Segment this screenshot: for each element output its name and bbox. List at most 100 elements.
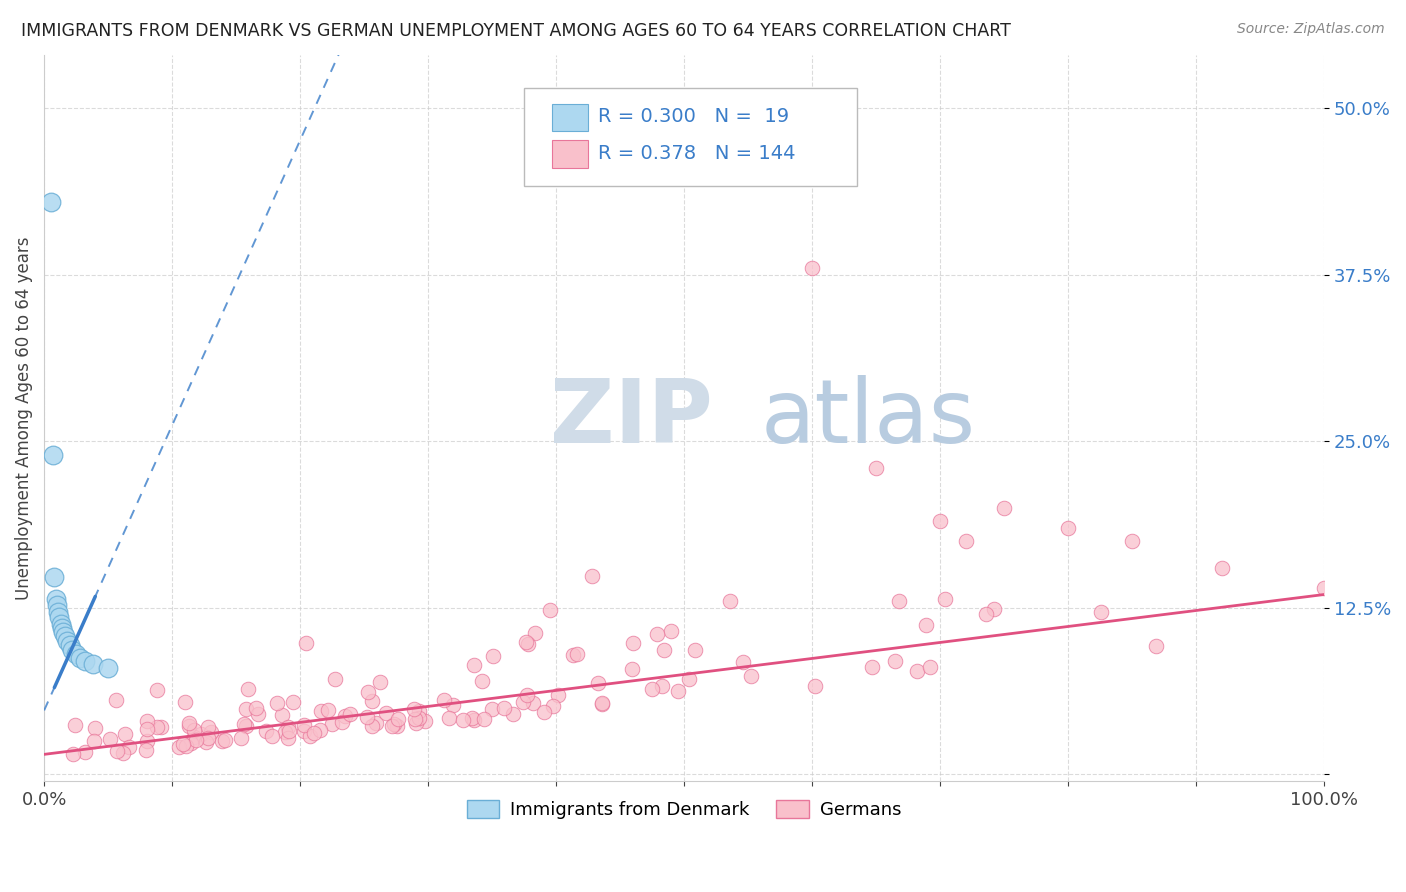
Point <box>184 733 207 747</box>
Legend: Immigrants from Denmark, Germans: Immigrants from Denmark, Germans <box>460 793 908 826</box>
Point <box>918 660 941 674</box>
Point <box>235 719 257 733</box>
Point <box>197 721 219 735</box>
Point <box>955 534 977 549</box>
Point <box>174 739 197 753</box>
Point <box>323 673 346 687</box>
Point <box>318 703 340 717</box>
Point <box>183 723 205 738</box>
Point <box>1144 639 1167 653</box>
Point <box>463 713 485 727</box>
Point <box>51 621 73 635</box>
Point <box>645 626 668 640</box>
Point <box>112 746 135 760</box>
Point <box>405 716 427 731</box>
Point <box>451 713 474 727</box>
Point <box>260 730 283 744</box>
Point <box>516 688 538 702</box>
Point <box>174 695 197 709</box>
Point <box>591 696 613 710</box>
Point <box>522 696 544 710</box>
Point <box>538 603 561 617</box>
Point <box>581 568 603 582</box>
Point <box>561 648 583 663</box>
Point <box>65 718 87 732</box>
Point <box>114 727 136 741</box>
Point <box>177 719 200 733</box>
Point <box>801 261 824 276</box>
Point <box>934 592 956 607</box>
Point <box>413 714 436 728</box>
Point <box>311 704 333 718</box>
Point <box>621 636 644 650</box>
Text: R = 0.300   N =  19: R = 0.300 N = 19 <box>599 107 789 127</box>
Point <box>44 570 66 584</box>
Point <box>433 693 456 707</box>
Point <box>463 658 485 673</box>
Point <box>146 682 169 697</box>
Point <box>360 694 382 708</box>
Y-axis label: Unemployment Among Ages 60 to 64 years: Unemployment Among Ages 60 to 64 years <box>15 236 32 599</box>
Point <box>59 638 82 652</box>
Point <box>82 657 104 671</box>
Point <box>385 719 408 733</box>
Point <box>1090 606 1112 620</box>
Point <box>42 448 65 462</box>
Point <box>48 610 70 624</box>
Point <box>46 605 69 619</box>
Point <box>180 736 202 750</box>
Point <box>200 724 222 739</box>
Point <box>461 710 484 724</box>
Point <box>718 594 741 608</box>
Point <box>56 634 79 648</box>
Point <box>884 654 907 668</box>
Point <box>621 662 644 676</box>
Point <box>512 695 534 709</box>
Point <box>214 733 236 747</box>
Point <box>136 733 159 747</box>
Point <box>254 723 277 738</box>
Point <box>105 693 128 707</box>
Point <box>62 747 84 761</box>
Point <box>865 461 887 475</box>
Point <box>60 643 83 657</box>
Point <box>731 655 754 669</box>
Point <box>381 719 404 733</box>
Point <box>277 720 299 734</box>
Point <box>235 702 257 716</box>
Point <box>1121 534 1143 549</box>
Point <box>339 706 361 721</box>
Point <box>683 643 706 657</box>
Text: Source: ZipAtlas.com: Source: ZipAtlas.com <box>1237 22 1385 37</box>
Point <box>229 731 252 745</box>
Point <box>408 704 430 718</box>
Point <box>292 723 315 738</box>
Point <box>335 709 357 723</box>
Point <box>246 706 269 721</box>
Point <box>97 661 120 675</box>
Point <box>136 714 159 729</box>
Point <box>481 648 503 663</box>
Point <box>659 624 682 638</box>
Point <box>993 500 1015 515</box>
Point <box>167 740 190 755</box>
Text: atlas: atlas <box>761 375 976 461</box>
Point <box>441 698 464 712</box>
Point <box>740 668 762 682</box>
Point <box>366 715 388 730</box>
Point <box>233 717 256 731</box>
Point <box>266 696 288 710</box>
Point <box>375 706 398 720</box>
Point <box>49 616 72 631</box>
Point <box>905 664 928 678</box>
Point <box>547 688 569 702</box>
Point <box>382 716 405 731</box>
Point <box>277 724 299 739</box>
Point <box>1211 561 1233 575</box>
Point <box>666 684 689 698</box>
Point <box>591 697 613 711</box>
Point <box>515 635 537 649</box>
Point <box>976 607 998 621</box>
Point <box>45 591 67 606</box>
Point <box>357 685 380 699</box>
